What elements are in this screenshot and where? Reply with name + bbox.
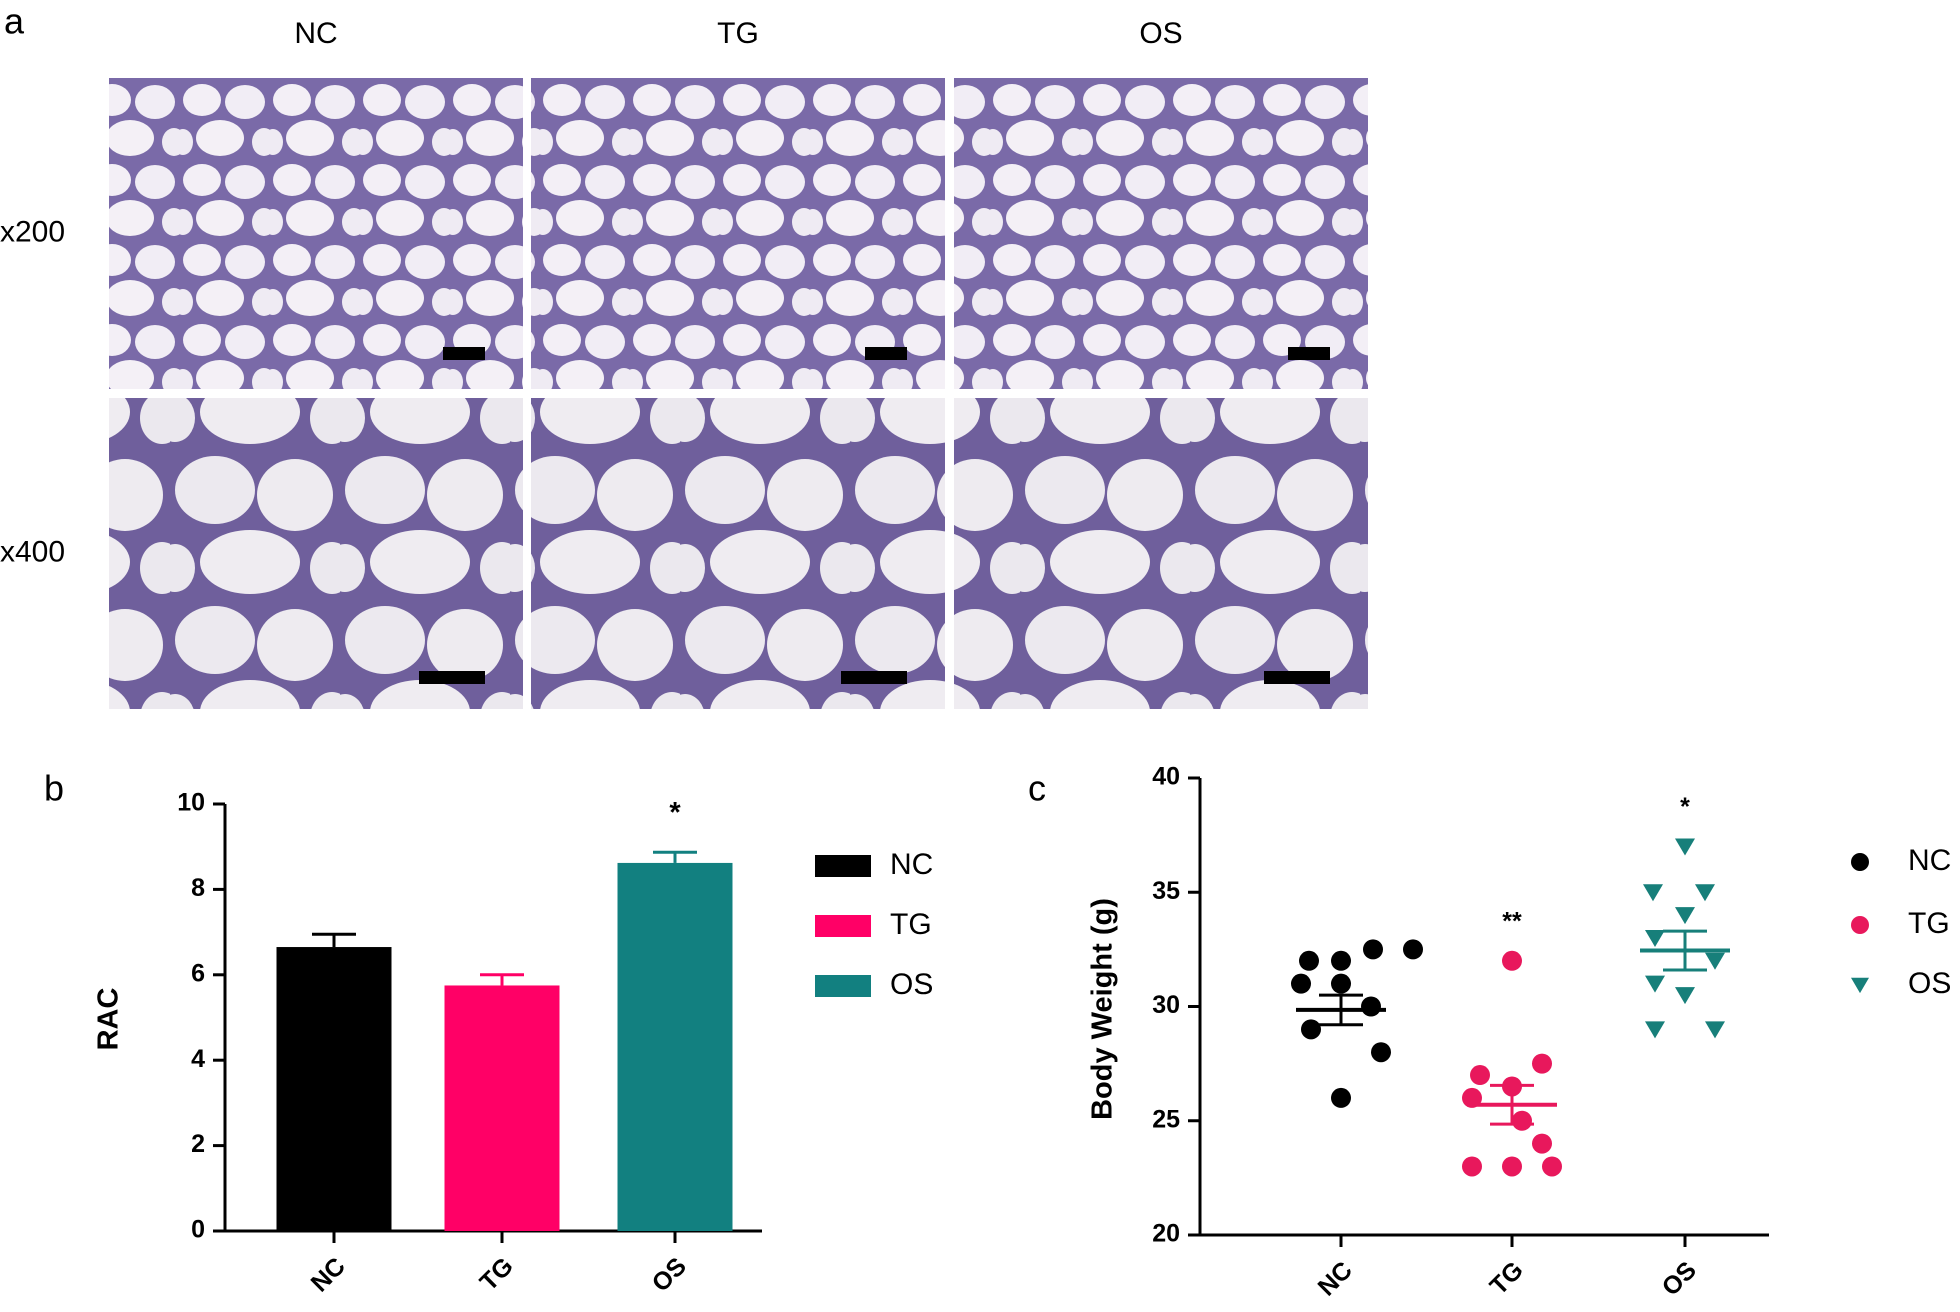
- data-point: [1331, 1087, 1351, 1108]
- scale-bar: [1288, 347, 1330, 360]
- significance: *: [669, 797, 681, 829]
- data-point: [1301, 1019, 1321, 1040]
- y-tick-label: 30: [1152, 991, 1180, 1019]
- y-axis-label: RAC: [93, 988, 125, 1051]
- legend-marker: [1851, 853, 1869, 871]
- y-tick-label: 4: [191, 1045, 205, 1073]
- data-point: [1502, 950, 1522, 971]
- legend-label: OS: [890, 968, 933, 1001]
- x-tick-label: TG: [1485, 1256, 1529, 1300]
- data-point: [1403, 939, 1423, 960]
- micrograph: [531, 398, 945, 709]
- y-tick-label: 0: [191, 1216, 205, 1244]
- micrograph: [954, 78, 1368, 389]
- data-point: [1291, 973, 1311, 994]
- legend-label: TG: [1908, 907, 1950, 940]
- y-tick-label: 35: [1152, 877, 1180, 905]
- data-point: [1470, 1065, 1490, 1086]
- scale-bar: [1264, 671, 1330, 684]
- data-point: [1331, 973, 1351, 994]
- data-point: [1363, 939, 1383, 960]
- y-axis-label: Body Weight (g): [1087, 898, 1119, 1120]
- legend-marker: [1851, 977, 1869, 994]
- y-tick-label: 6: [191, 959, 205, 987]
- data-point: [1705, 1021, 1725, 1039]
- legend-label: NC: [890, 848, 933, 881]
- legend-label: TG: [890, 908, 932, 941]
- data-point: [1532, 1133, 1552, 1154]
- data-point: [1502, 1156, 1522, 1177]
- scale-bar: [443, 347, 485, 360]
- y-tick-label: 20: [1152, 1220, 1180, 1248]
- data-point: [1299, 950, 1319, 971]
- micrograph: [109, 78, 523, 389]
- x-tick-label: NC: [1313, 1256, 1358, 1301]
- data-point: [1361, 996, 1381, 1017]
- data-point: [1645, 929, 1665, 947]
- data-point: [1532, 1053, 1552, 1074]
- x-tick-label: OS: [647, 1252, 692, 1297]
- legend-label: OS: [1908, 967, 1951, 1000]
- data-point: [1705, 952, 1725, 970]
- column-label: NC: [294, 17, 337, 50]
- legend-marker: [1851, 916, 1869, 934]
- y-tick-label: 10: [177, 789, 205, 817]
- micrograph: [531, 78, 945, 389]
- significance: *: [1680, 793, 1690, 821]
- legend-swatch: [815, 915, 871, 937]
- x-tick-label: TG: [475, 1252, 519, 1296]
- panel-label: b: [44, 768, 64, 809]
- data-point: [1643, 884, 1663, 902]
- x-tick-label: OS: [1657, 1256, 1702, 1301]
- micrograph: [109, 398, 523, 709]
- micrograph: [954, 398, 1368, 709]
- data-point: [1371, 1042, 1391, 1063]
- row-label: x400: [0, 535, 65, 568]
- data-point: [1512, 1110, 1532, 1131]
- bar: [617, 862, 733, 1231]
- data-point: [1645, 1021, 1665, 1039]
- data-point: [1675, 907, 1695, 925]
- significance: **: [1502, 907, 1522, 935]
- y-tick-label: 40: [1152, 763, 1180, 791]
- bar: [276, 947, 392, 1231]
- panel-label: c: [1028, 768, 1046, 809]
- data-point: [1331, 950, 1351, 971]
- y-tick-label: 2: [191, 1130, 205, 1158]
- x-tick-label: NC: [306, 1252, 351, 1297]
- column-label: OS: [1139, 17, 1182, 50]
- scale-bar: [841, 671, 907, 684]
- scale-bar: [865, 347, 907, 360]
- legend-label: NC: [1908, 844, 1951, 877]
- y-tick-label: 8: [191, 874, 205, 902]
- data-point: [1675, 838, 1695, 856]
- data-point: [1542, 1156, 1562, 1177]
- scale-bar: [419, 671, 485, 684]
- data-point: [1462, 1156, 1482, 1177]
- column-label: TG: [717, 17, 759, 50]
- data-point: [1675, 987, 1695, 1005]
- legend-swatch: [815, 975, 871, 997]
- data-point: [1645, 975, 1665, 993]
- row-label: x200: [0, 215, 65, 248]
- bar: [444, 985, 560, 1231]
- data-point: [1695, 884, 1715, 902]
- legend-swatch: [815, 855, 871, 877]
- panel-label: a: [4, 1, 25, 42]
- y-tick-label: 25: [1152, 1105, 1180, 1133]
